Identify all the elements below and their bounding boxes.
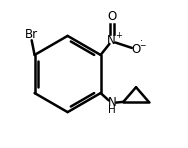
Text: ·: · bbox=[140, 36, 143, 46]
Text: O: O bbox=[107, 10, 116, 23]
Text: N: N bbox=[107, 34, 116, 47]
Text: O: O bbox=[131, 43, 140, 56]
Text: N: N bbox=[108, 96, 117, 109]
Text: −: − bbox=[139, 41, 145, 50]
Text: Br: Br bbox=[25, 28, 38, 41]
Text: +: + bbox=[115, 31, 122, 40]
Text: H: H bbox=[108, 105, 116, 115]
